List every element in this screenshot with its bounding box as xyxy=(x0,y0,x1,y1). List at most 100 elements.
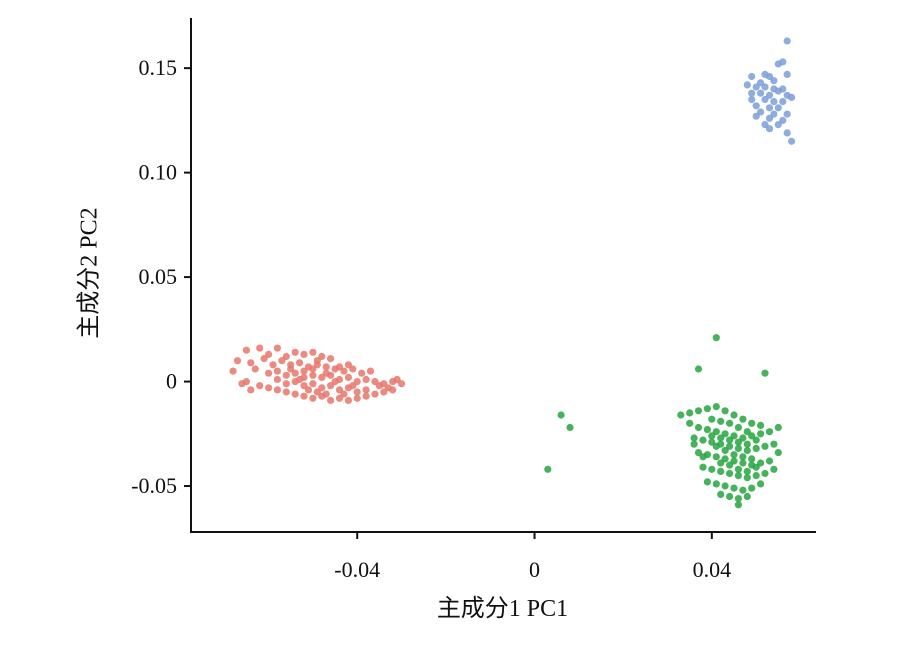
scatter-point xyxy=(761,83,769,91)
scatter-point xyxy=(765,457,774,465)
scatter-point xyxy=(748,484,756,492)
scatter-point xyxy=(699,453,707,461)
scatter-point xyxy=(686,419,694,427)
scatter-point xyxy=(774,423,782,432)
scatter-point xyxy=(282,380,290,388)
scatter-series-1 xyxy=(229,344,406,404)
scatter-point xyxy=(743,428,751,436)
scatter-point xyxy=(557,411,565,419)
scatter-point xyxy=(717,434,725,442)
y-axis-ticks: 0.15 0.10 0.05 0 -0.05 xyxy=(131,55,191,498)
scatter-point xyxy=(699,463,707,471)
scatter-point xyxy=(265,384,273,392)
scatter-point xyxy=(300,382,308,390)
scatter-point xyxy=(366,367,375,375)
scatter-point xyxy=(765,114,774,122)
scatter-point xyxy=(726,442,734,450)
scatter-point xyxy=(273,344,281,352)
scatter-point xyxy=(712,480,720,488)
scatter-point xyxy=(353,394,361,402)
scatter-point xyxy=(770,465,778,473)
scatter-point xyxy=(327,396,335,404)
scatter-point xyxy=(783,110,791,118)
scatter-point xyxy=(703,478,712,486)
scatter-point xyxy=(344,361,352,369)
scatter-point xyxy=(734,495,743,503)
scatter-point xyxy=(743,492,751,501)
scatter-point xyxy=(730,451,738,459)
scatter-point xyxy=(761,369,769,377)
scatter-point xyxy=(783,129,791,137)
scatter-point xyxy=(269,361,277,369)
scatter-point xyxy=(313,357,321,365)
scatter-point xyxy=(677,411,685,419)
scatter-point xyxy=(282,371,290,379)
scatter-point xyxy=(717,490,725,498)
scatter-point xyxy=(726,469,734,478)
scatter-point xyxy=(296,375,304,384)
scatter-points xyxy=(229,37,796,509)
scatter-point xyxy=(708,432,716,440)
scatter-point xyxy=(304,386,313,394)
scatter-point xyxy=(349,382,357,390)
scatter-point xyxy=(752,472,760,480)
scatter-point xyxy=(739,415,747,423)
scatter-point xyxy=(309,371,317,379)
scatter-point xyxy=(757,421,765,429)
scatter-point xyxy=(699,436,707,444)
scatter-point xyxy=(721,407,729,415)
scatter-point xyxy=(752,444,760,452)
scatter-point xyxy=(757,89,765,97)
scatter-point xyxy=(309,380,317,388)
scatter-point xyxy=(300,392,308,400)
scatter-point xyxy=(300,350,308,358)
axes xyxy=(190,18,816,533)
scatter-point xyxy=(743,474,751,482)
scatter-series-3 xyxy=(743,37,796,145)
scatter-point xyxy=(765,91,774,99)
scatter-point xyxy=(734,444,743,452)
scatter-point xyxy=(770,98,778,106)
scatter-point xyxy=(690,434,698,442)
y-tick-label: 0 xyxy=(166,369,177,394)
x-tick-label: -0.04 xyxy=(334,557,380,582)
scatter-point xyxy=(260,355,268,363)
scatter-point xyxy=(362,375,370,384)
scatter-point xyxy=(783,37,791,45)
scatter-point xyxy=(765,104,774,112)
scatter-point xyxy=(238,380,246,388)
scatter-point xyxy=(309,394,317,402)
y-tick-label: 0.15 xyxy=(139,55,178,80)
y-axis-title: 主成分2 PC2 xyxy=(75,207,102,338)
scatter-point xyxy=(761,95,769,104)
scatter-point xyxy=(229,367,237,375)
scatter-point xyxy=(708,465,716,473)
scatter-point xyxy=(752,112,760,120)
scatter-point xyxy=(739,486,747,494)
scatter-point xyxy=(788,93,796,101)
scatter-point xyxy=(694,423,703,432)
scatter-point xyxy=(761,442,769,450)
scatter-point xyxy=(748,95,756,104)
scatter-point xyxy=(353,388,361,396)
scatter-point xyxy=(757,480,765,488)
scatter-point xyxy=(726,492,734,501)
scatter-point xyxy=(242,346,250,354)
scatter-point xyxy=(694,365,703,373)
scatter-point xyxy=(712,334,720,342)
scatter-point xyxy=(752,83,760,91)
scatter-point xyxy=(273,375,281,384)
scatter-point xyxy=(291,390,299,398)
scatter-point xyxy=(694,407,703,415)
scatter-point xyxy=(375,382,383,390)
x-tick-label: 0.04 xyxy=(693,557,732,582)
scatter-point xyxy=(721,482,729,490)
scatter-point xyxy=(739,434,747,442)
scatter-point xyxy=(265,369,273,377)
scatter-point xyxy=(743,446,751,455)
scatter-point xyxy=(703,405,712,413)
scatter-point xyxy=(748,455,756,463)
scatter-point xyxy=(318,352,326,361)
scatter-point xyxy=(779,98,787,106)
